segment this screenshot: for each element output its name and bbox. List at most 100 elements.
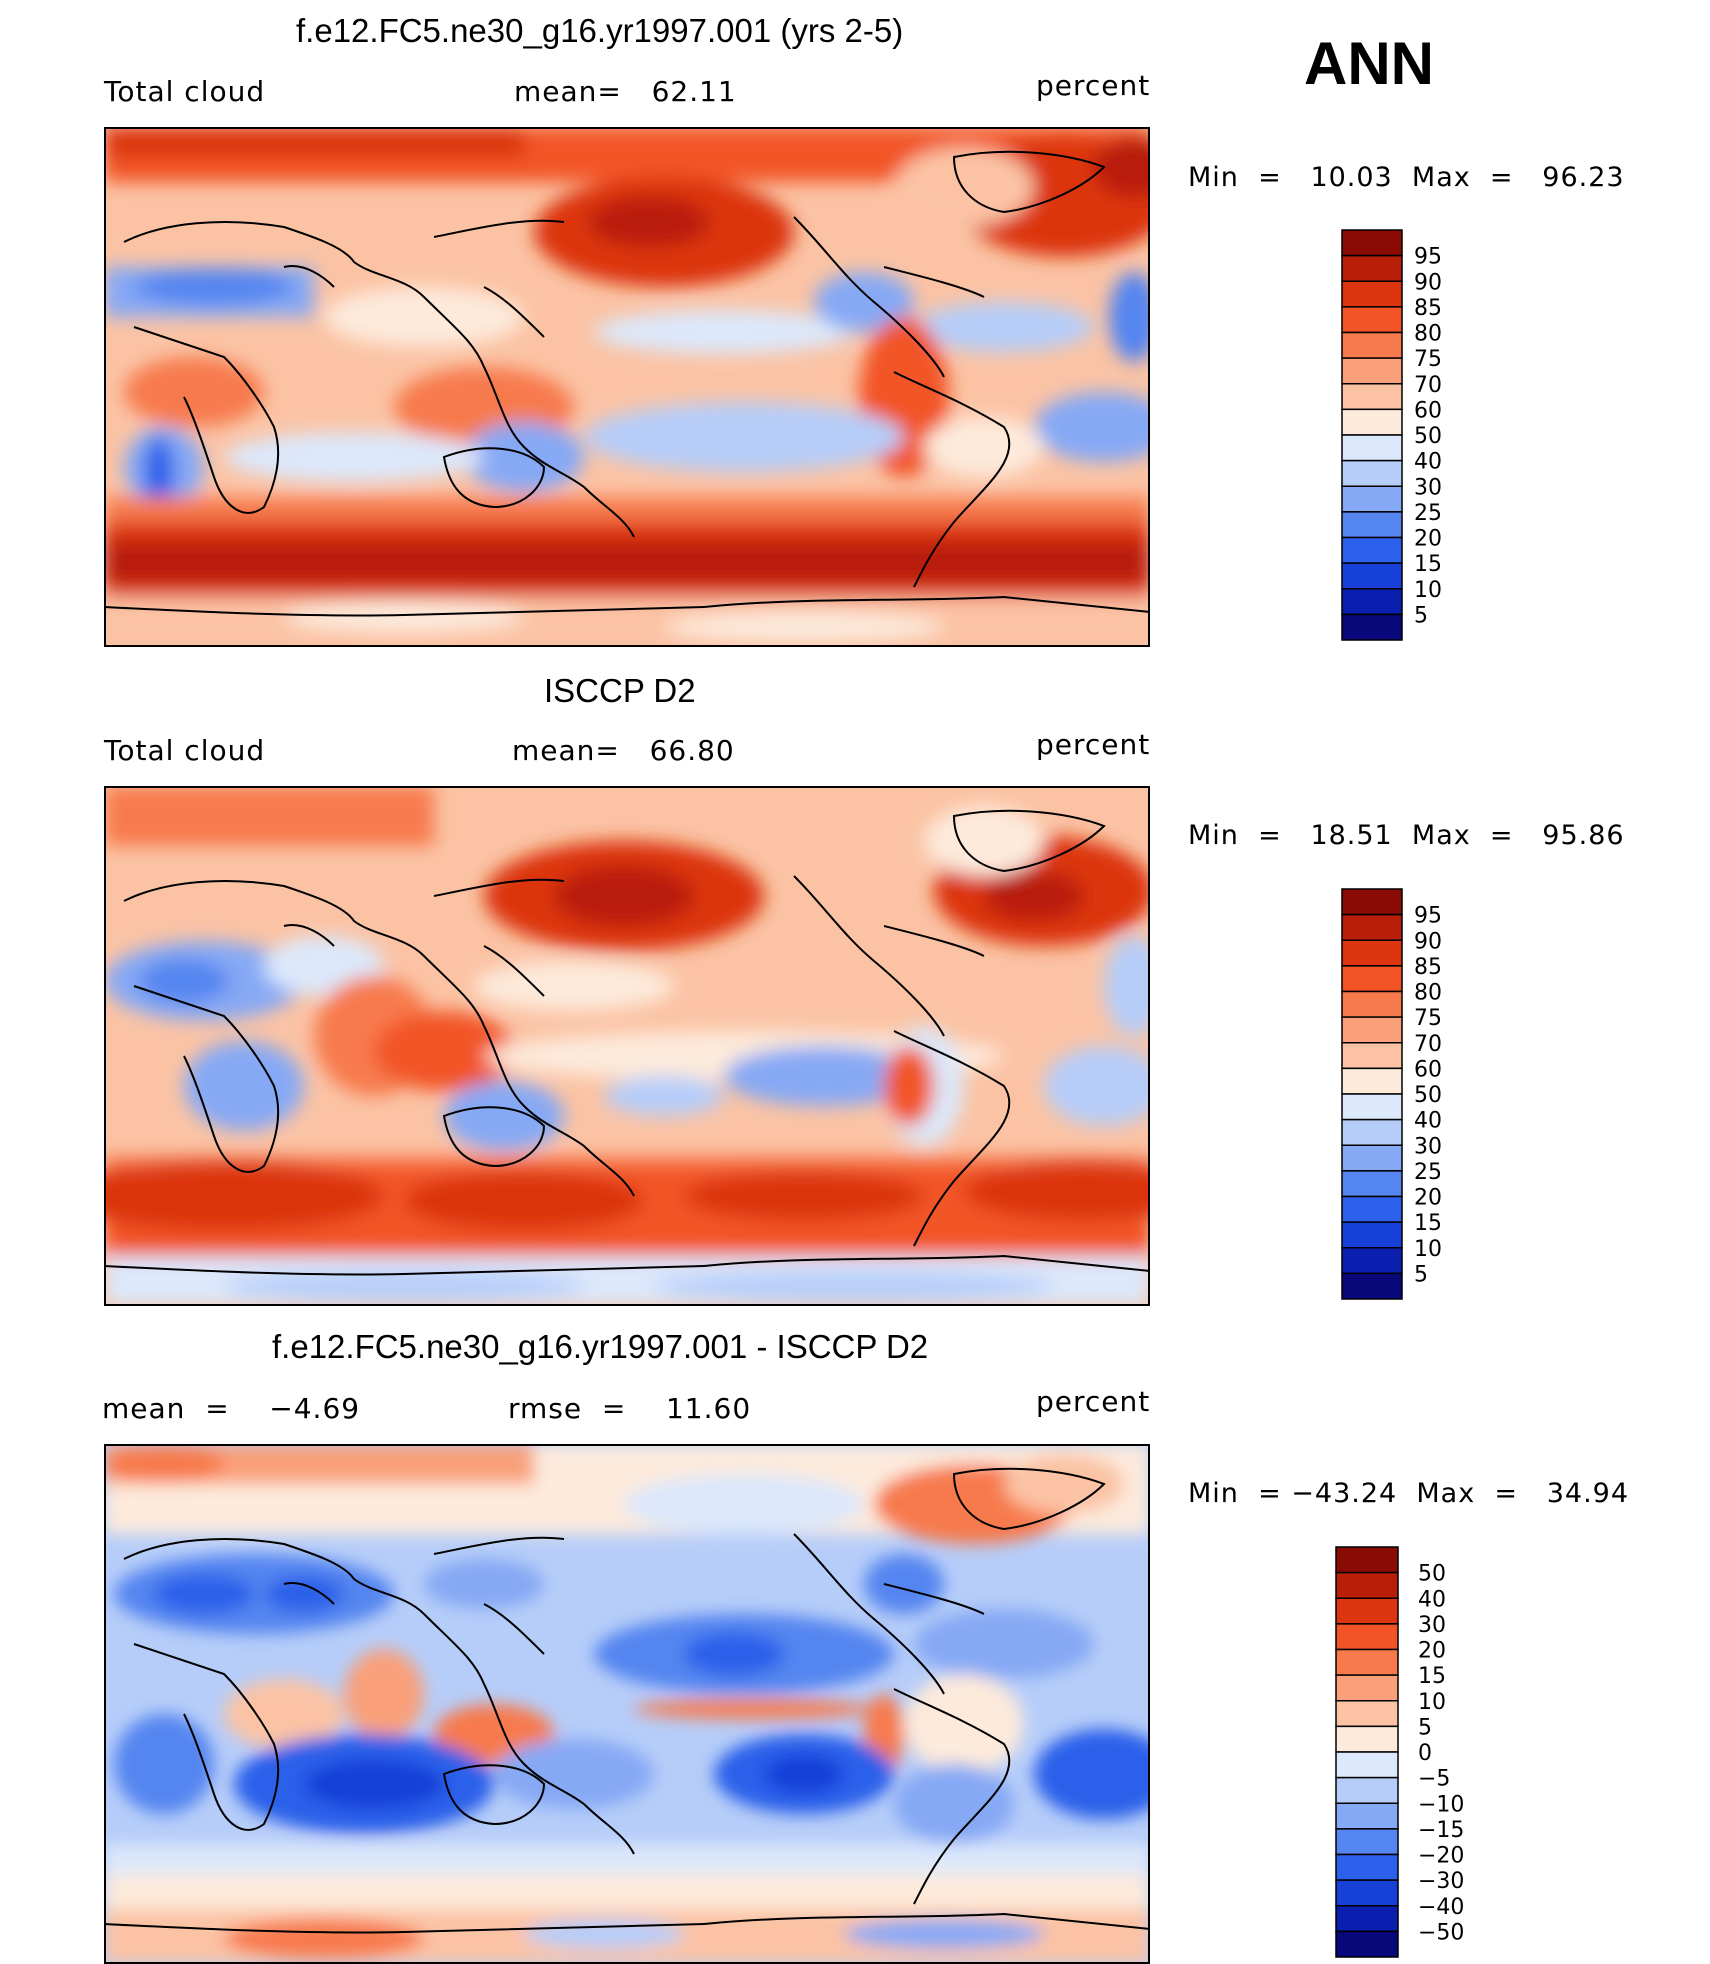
colorbar-2-swatch [1341,1118,1403,1146]
colorbar-2-tick-label: 30 [1414,1134,1442,1159]
colorbar-1-swatch [1341,485,1403,513]
colorbar-3-tick-label: 15 [1418,1664,1446,1689]
colorbar-3-tick-label: −10 [1418,1792,1464,1817]
colorbar-2-swatch [1341,1272,1403,1300]
colorbar-3-swatch [1335,1776,1399,1804]
colorbar-3-swatch [1335,1751,1399,1779]
panel-2-variable-label: Total cloud [104,734,266,767]
colorbar-1-tick-label: 60 [1414,398,1442,423]
colorbar-2-tick-label: 50 [1414,1083,1442,1108]
colorbar-3-swatch [1335,1905,1399,1933]
colorbar-3-swatch [1335,1930,1399,1958]
colorbar-1-swatch [1341,613,1403,641]
colorbar-1-swatch [1341,536,1403,564]
colorbar-3-swatch [1335,1802,1399,1830]
colorbar-3-swatch [1335,1700,1399,1728]
panel-1-title: f.e12.FC5.ne30_g16.yr1997.001 (yrs 2-5) [296,12,904,49]
colorbar-1-tick-label: 20 [1414,527,1442,552]
panel-1-colorbar: 95 90 85 80 75 70 60 50 40 30 25 20 15 10 5 [1340,228,1500,644]
colorbar-1-swatch [1341,331,1403,359]
panel-2-title: ISCCP D2 [544,672,696,709]
panel-1-map [104,127,1150,647]
panel-3-colorbar: 50 40 30 20 15 10 5 0 −5 −10 −15 −20 −30 −40 −50 [1334,1545,1500,1961]
colorbar-2-swatch [1341,1170,1403,1198]
colorbar-1-swatch [1341,280,1403,308]
colorbar-3-swatch [1335,1725,1399,1753]
colorbar-1-swatch [1341,254,1403,282]
panel-2-map-svg [104,786,1150,1306]
colorbar-3-swatch [1335,1879,1399,1907]
panel-3-mean-label: mean = −4.69 [102,1392,361,1425]
colorbar-3-tick-label: −20 [1418,1844,1464,1869]
colorbar-1-tick-label: 75 [1414,347,1442,372]
colorbar-2-tick-label: 40 [1414,1109,1442,1134]
colorbar-2-tick-label: 75 [1414,1006,1442,1031]
panel-1-map-svg [104,127,1150,647]
panel-2-mean-label: mean= 66.80 [512,734,735,767]
panel-3-units-label: percent [1036,1385,1151,1418]
colorbar-1-swatch [1341,357,1403,385]
colorbar-1-tick-label: 95 [1414,245,1442,270]
colorbar-3-swatch [1335,1623,1399,1651]
colorbar-1-tick-label: 70 [1414,373,1442,398]
panel-1-coastlines [104,150,1150,617]
colorbar-3-tick-label: −40 [1418,1895,1464,1920]
colorbar-3-swatch [1335,1853,1399,1881]
colorbar-3-tick-label: 0 [1418,1741,1432,1766]
colorbar-1-swatch [1341,434,1403,462]
panel-1-minmax: Min = 10.03 Max = 96.23 [1188,162,1625,193]
colorbar-1-tick-label: 85 [1414,296,1442,321]
panel-2-units-label: percent [1036,728,1151,761]
colorbar-3-swatch [1335,1828,1399,1856]
colorbar-3-tick-label: −50 [1418,1920,1464,1945]
colorbar-2-swatch [1341,1016,1403,1044]
colorbar-3-swatch [1335,1648,1399,1676]
colorbar-3-tick-label: 5 [1418,1715,1432,1740]
colorbar-2-tick-label: 10 [1414,1237,1442,1262]
colorbar-2-swatch [1341,1144,1403,1172]
colorbar-2-tick-label: 25 [1414,1160,1442,1185]
panel-3-title: f.e12.FC5.ne30_g16.yr1997.001 - ISCCP D2 [272,1328,929,1365]
colorbar-1-swatch [1341,306,1403,334]
colorbar-1-tick-label: 15 [1414,552,1442,577]
colorbar-3-tick-label: −5 [1418,1767,1450,1792]
season-label: ANN [1304,30,1434,97]
colorbar-2-swatch [1341,913,1403,941]
panel-2-coastlines [104,809,1150,1276]
panel-3-coastlines [104,1467,1150,1934]
panel-2-colorbar: 95 90 85 80 75 70 60 50 40 30 25 20 15 10 5 [1340,887,1500,1303]
colorbar-3-tick-label: 30 [1418,1613,1446,1638]
colorbar-1-swatch [1341,511,1403,539]
colorbar-3-tick-label: −30 [1418,1869,1464,1894]
panel-1-frame [104,127,1150,647]
colorbar-1-tick-label: 30 [1414,475,1442,500]
colorbar-2-swatch [1341,888,1403,916]
colorbar-1-tick-label: 10 [1414,578,1442,603]
colorbar-2-tick-label: 85 [1414,955,1442,980]
panel-2-map [104,786,1150,1306]
colorbar-3-tick-label: 10 [1418,1690,1446,1715]
colorbar-1-swatch [1341,229,1403,257]
panel-1-variable-label: Total cloud [104,75,266,108]
panel-3-map [104,1444,1150,1964]
colorbar-1-swatch [1341,383,1403,411]
colorbar-2-swatch [1341,1221,1403,1249]
panel-3-rmse-label: rmse = 11.60 [508,1392,752,1425]
colorbar-1-swatch [1341,459,1403,487]
panel-2-frame [104,786,1150,1306]
colorbar-2-tick-label: 5 [1414,1262,1428,1287]
colorbar-1-tick-label: 90 [1414,270,1442,295]
panel-2-minmax: Min = 18.51 Max = 95.86 [1188,820,1625,851]
colorbar-3-tick-label: 50 [1418,1562,1446,1587]
colorbar-2-tick-label: 70 [1414,1032,1442,1057]
colorbar-3-swatch [1335,1597,1399,1625]
colorbar-2-tick-label: 20 [1414,1186,1442,1211]
colorbar-2-swatch [1341,1247,1403,1275]
colorbar-3-swatch [1335,1546,1399,1574]
colorbar-3-swatch [1335,1674,1399,1702]
colorbar-1-tick-label: 40 [1414,450,1442,475]
colorbar-1-swatch [1341,562,1403,590]
